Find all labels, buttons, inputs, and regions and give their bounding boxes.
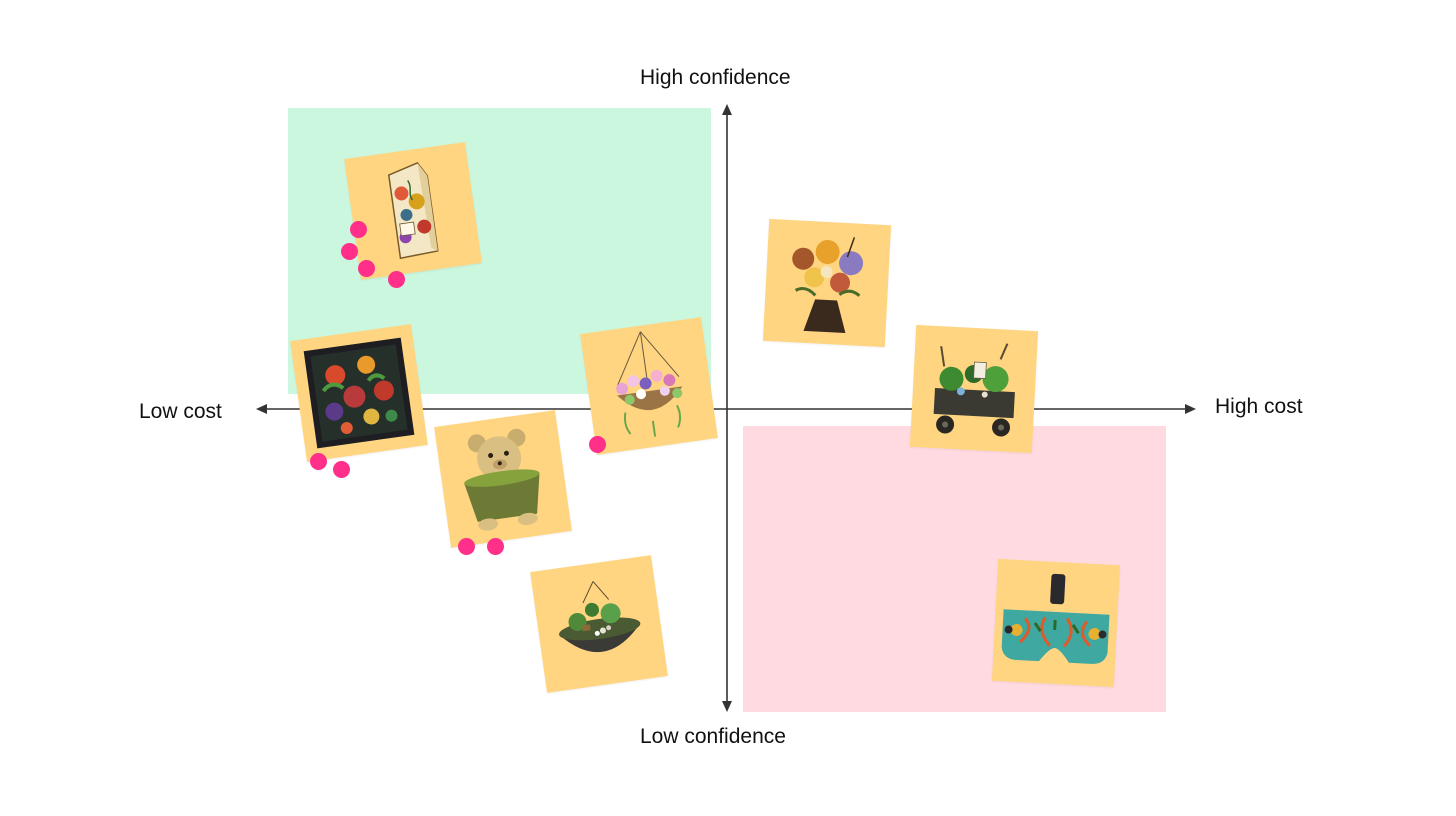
arrow-down [722,701,732,712]
vote-dot[interactable] [341,243,358,260]
vote-dot[interactable] [350,221,367,238]
sticky-flower-bouquet[interactable] [762,218,892,348]
sticky-seed-packet[interactable] [344,142,482,280]
sticky-fruit-painting[interactable] [290,324,428,462]
vr-headset-icon [1001,573,1110,664]
axis-label-right: High cost [1215,395,1303,418]
vote-dot[interactable] [358,260,375,277]
dish-garden-icon [559,581,641,653]
vote-dot[interactable] [458,538,475,555]
axis-label-bottom: Low confidence [640,725,786,748]
axis-label-top: High confidence [640,66,791,89]
vote-dot[interactable] [310,453,327,470]
vote-dot[interactable] [388,271,405,288]
vote-dot[interactable] [487,538,504,555]
bear-planter-icon [464,428,540,531]
sticky-wagon-garden[interactable] [909,324,1039,454]
fruit-painting-icon [303,337,415,449]
sticky-bear-planter[interactable] [434,410,572,548]
sticky-hanging-basket[interactable] [580,317,718,455]
sticky-vr-headset[interactable] [991,558,1121,688]
vote-dot[interactable] [589,436,606,453]
axis-label-left: Low cost [139,400,222,423]
hanging-basket-icon [616,331,683,437]
flower-bouquet-icon [792,237,864,334]
wagon-garden-icon [933,343,1015,437]
sticky-dish-garden[interactable] [530,555,668,693]
seed-packet-icon [387,162,439,260]
vote-dot[interactable] [333,461,350,478]
arrow-left [256,404,267,414]
arrow-up [722,104,732,115]
arrow-right [1185,404,1196,414]
